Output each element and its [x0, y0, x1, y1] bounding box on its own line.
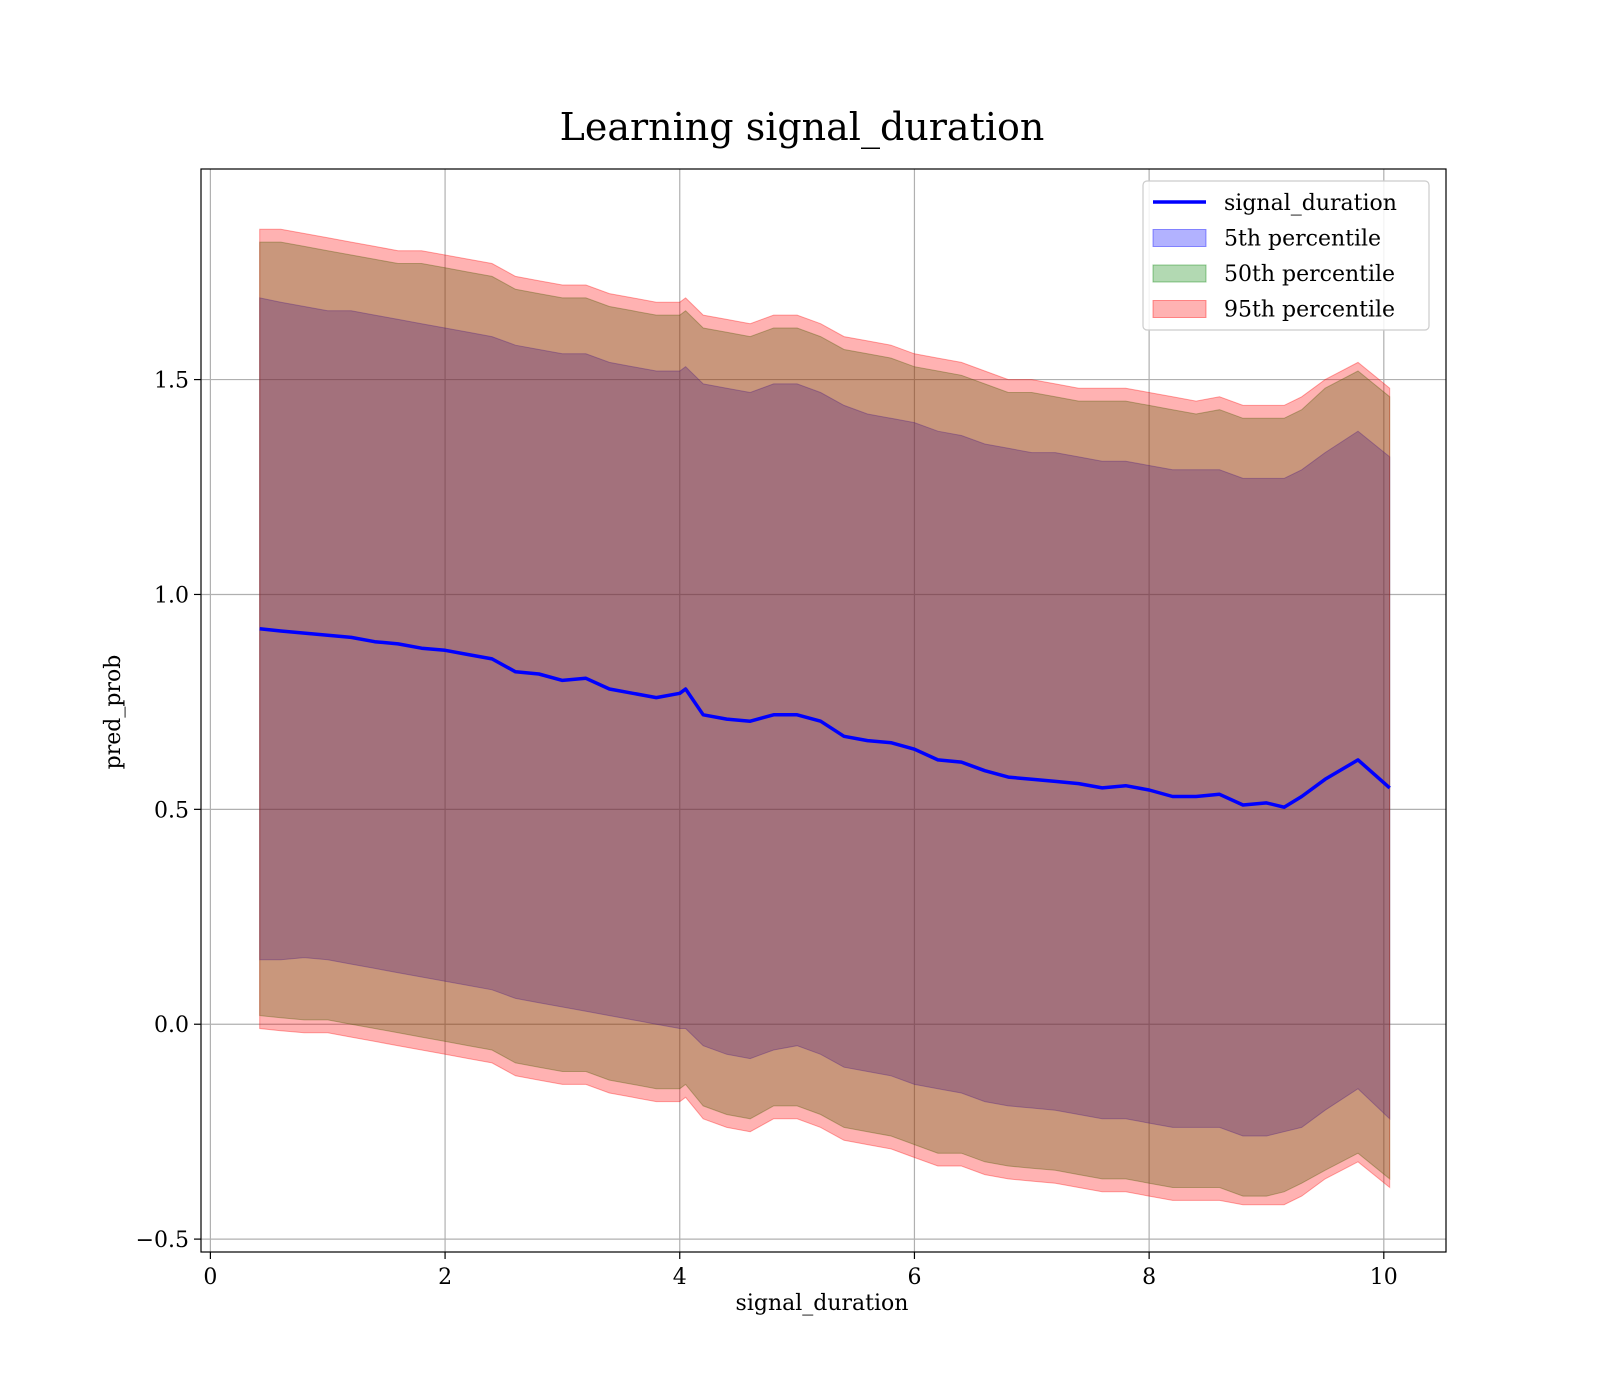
- y-tick-label: 0.5: [154, 798, 189, 823]
- chart-title: Learning signal_duration: [560, 105, 1045, 150]
- legend-label: 5th percentile: [1224, 227, 1381, 252]
- legend-label: signal_duration: [1224, 191, 1397, 216]
- band-5th-percentile: [259, 297, 1391, 1137]
- y-tick-label: 0.0: [154, 1013, 189, 1038]
- y-axis-ticks: −0.5 0.0 0.5 1.0 1.5: [136, 369, 201, 1253]
- x-tick-label: 10: [1370, 1265, 1398, 1290]
- y-tick-label: 1.0: [154, 583, 189, 608]
- grid: [201, 169, 1446, 1252]
- x-tick-label: 2: [438, 1265, 452, 1290]
- y-tick-label: −0.5: [136, 1228, 189, 1253]
- series-line-signal-duration: [259, 627, 1391, 809]
- legend-swatch-band: [1152, 300, 1207, 318]
- x-axis-ticks: 0 2 4 6 8 10: [203, 1252, 1398, 1290]
- x-tick-label: 0: [203, 1265, 217, 1290]
- legend-box: [1142, 180, 1430, 331]
- legend-swatch-band: [1152, 229, 1207, 247]
- series-lines: [259, 627, 1391, 809]
- percentile-bands: [259, 228, 1391, 1206]
- x-axis-label: signal_duration: [736, 1291, 909, 1316]
- y-tick-label: 1.5: [154, 369, 189, 394]
- x-tick-label: 8: [1142, 1265, 1156, 1290]
- legend-label: 50th percentile: [1224, 262, 1395, 287]
- y-axis-label: pred_prob: [101, 655, 126, 770]
- axes-frame: [200, 168, 1447, 1253]
- legend-swatch-band: [1152, 264, 1207, 283]
- x-tick-label: 6: [907, 1265, 921, 1290]
- x-tick-label: 4: [673, 1265, 687, 1290]
- plot-area: [200, 168, 1447, 1253]
- legend: signal_duration 5th percentile 50th percen…: [1142, 180, 1430, 331]
- band-95th-percentile: [259, 228, 1391, 1206]
- legend-label: 95th percentile: [1224, 298, 1395, 323]
- band-50th-percentile: [259, 241, 1391, 1197]
